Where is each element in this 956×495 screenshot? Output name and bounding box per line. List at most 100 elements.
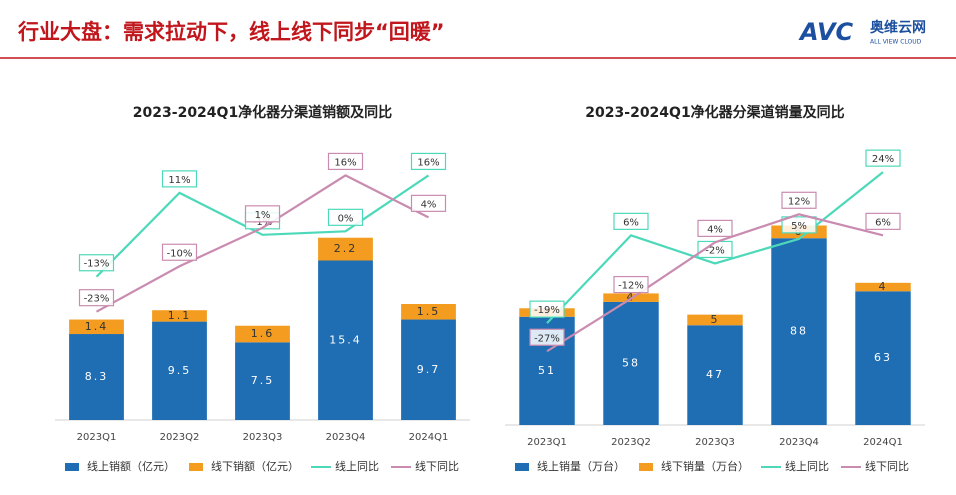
logo: AVC <box>798 18 854 46</box>
yoy-value-label: -19% <box>534 305 560 316</box>
bar-segment <box>401 304 456 320</box>
yoy-value-label: 24% <box>872 154 894 165</box>
legend-swatch <box>515 463 529 471</box>
bar-segment <box>855 282 911 292</box>
bar-segment <box>152 321 207 420</box>
label-box <box>865 149 901 167</box>
bar-value-label: 1.1 <box>168 309 192 322</box>
label-box <box>410 152 447 171</box>
label-box <box>781 216 817 234</box>
bar-value-label: 9.7 <box>417 363 441 376</box>
chart-title: 2023-2024Q1净化器分渠道销量及同比 <box>585 104 844 121</box>
bar-segment <box>687 314 743 326</box>
bar-segment <box>235 325 290 343</box>
legend-label: 线上销额（亿元） <box>87 459 175 473</box>
yoy-line <box>546 171 884 324</box>
label-box <box>327 208 364 226</box>
bar-value-label: 4 <box>627 291 636 304</box>
legend-label: 线上销量（万台） <box>537 459 625 473</box>
yoy-value-label: -27% <box>534 333 560 344</box>
bar-segment <box>69 319 124 335</box>
yoy-value-label: 4% <box>421 199 437 210</box>
x-tick-label: 2023Q2 <box>160 432 200 443</box>
legend-swatch <box>189 463 203 471</box>
legend-label: 线下同比 <box>415 459 459 473</box>
x-tick-label: 2023Q1 <box>77 432 117 443</box>
bar-segment <box>771 238 827 425</box>
yoy-value-label: -23% <box>84 294 110 305</box>
chart-title: 2023-2024Q1净化器分渠道销额及同比 <box>133 104 392 121</box>
x-tick-label: 2023Q3 <box>695 437 735 448</box>
x-tick-label: 2024Q1 <box>863 437 903 448</box>
yoy-value-label: -2% <box>705 245 724 256</box>
label-box <box>781 191 817 209</box>
label-box <box>613 212 649 230</box>
label-box <box>327 152 364 171</box>
yoy-value-label: 0% <box>338 213 354 224</box>
bar-segment <box>603 301 659 425</box>
bar-segment <box>318 237 373 261</box>
bar-segment <box>687 325 743 425</box>
bar-value-label: 15.4 <box>329 333 362 346</box>
bar-value-label: 1.4 <box>85 320 109 333</box>
label-box <box>78 289 115 307</box>
yoy-value-label: 16% <box>334 157 356 168</box>
yoy-value-label: 6% <box>623 217 639 228</box>
bar-value-label: 58 <box>622 356 640 369</box>
label-box <box>613 275 649 294</box>
slide-title: 行业大盘：需求拉动下，线上线下同步“回暖” <box>17 20 445 44</box>
x-tick-label: 2023Q3 <box>243 432 283 443</box>
bar-segment <box>235 342 290 420</box>
bar-segment <box>855 291 911 425</box>
bar-value-label: 4 <box>879 280 888 293</box>
label-box <box>161 243 198 261</box>
yoy-value-label: 6% <box>875 217 891 228</box>
yoy-line <box>95 174 430 278</box>
bar-segment <box>69 334 124 420</box>
bar-value-label: 63 <box>874 351 892 364</box>
yoy-line <box>546 213 884 353</box>
label-box <box>529 328 565 346</box>
logo-cn: 奥维云网 <box>870 19 926 36</box>
bar-value-label: 47 <box>706 368 724 381</box>
label-box <box>410 194 447 212</box>
bar-value-label: 1.6 <box>251 327 275 340</box>
bar-segment <box>401 319 456 420</box>
x-tick-label: 2023Q1 <box>527 437 567 448</box>
yoy-value-label: 1% <box>255 210 271 221</box>
x-tick-label: 2023Q4 <box>779 437 819 448</box>
yoy-value-label: 4% <box>707 224 723 235</box>
bar-value-label: 1.5 <box>417 305 441 318</box>
x-tick-label: 2023Q4 <box>326 432 366 443</box>
yoy-value-label: -13% <box>84 259 110 270</box>
legend-swatch <box>65 463 79 471</box>
legend-label: 线下销额（亿元） <box>211 459 299 473</box>
x-tick-label: 2024Q1 <box>409 432 449 443</box>
legend-label: 线下同比 <box>865 459 909 473</box>
legend-label: 线上同比 <box>335 459 379 473</box>
bar-value-label: 5 <box>711 313 720 326</box>
bar-value-label: 88 <box>790 325 808 338</box>
yoy-value-label: -12% <box>618 281 644 292</box>
yoy-value-label: 12% <box>788 196 810 207</box>
bar-segment <box>152 310 207 322</box>
label-box <box>244 205 281 223</box>
logo-en: ALL VIEW CLOUD <box>870 39 922 46</box>
label-box <box>865 212 901 230</box>
yoy-value-label: 16% <box>417 157 439 168</box>
bar-value-label: 9.5 <box>168 364 192 377</box>
bar-segment <box>318 260 373 420</box>
legend-label: 线下销量（万台） <box>661 459 749 473</box>
label-box <box>697 219 733 237</box>
yoy-value-label: 5% <box>791 221 807 232</box>
label-box <box>529 300 565 318</box>
x-tick-label: 2023Q2 <box>611 437 651 448</box>
legend-swatch <box>639 463 653 471</box>
yoy-value-label: 11% <box>168 175 190 186</box>
legend-label: 线上同比 <box>785 459 829 473</box>
label-box <box>78 254 115 272</box>
bar-value-label: 8.3 <box>85 370 109 383</box>
bar-value-label: 51 <box>538 364 556 377</box>
yoy-line <box>95 174 429 313</box>
